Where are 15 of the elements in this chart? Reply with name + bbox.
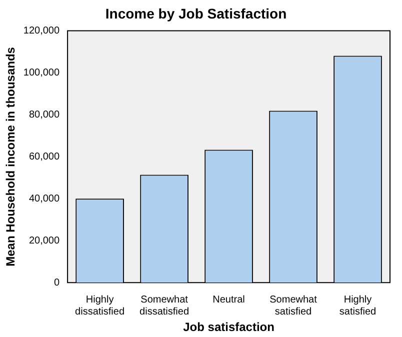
x-tick-label: Somewhat dissatisfied <box>140 294 190 318</box>
x-axis-title: Job satisfaction <box>183 320 274 334</box>
y-tick-label: 80,000 <box>28 109 60 120</box>
x-tick-label: Neutral <box>212 294 245 306</box>
y-tick-label: 120,000 <box>23 26 60 37</box>
x-tick-label: Highly satisfied <box>339 294 376 318</box>
x-tick-label: Somewhat satisfied <box>270 294 318 318</box>
y-tick-label: 0 <box>54 277 60 288</box>
x-tick-label: Highly dissatisfied <box>75 294 125 318</box>
y-tick-label: 100,000 <box>23 68 60 79</box>
y-tick-label: 40,000 <box>28 193 60 204</box>
y-axis-title: Mean Household income in thousands <box>4 46 18 266</box>
chart-title: Income by Job Satisfaction <box>105 5 287 22</box>
y-tick-label: 20,000 <box>28 235 60 246</box>
y-tick-label: 60,000 <box>28 151 60 162</box>
